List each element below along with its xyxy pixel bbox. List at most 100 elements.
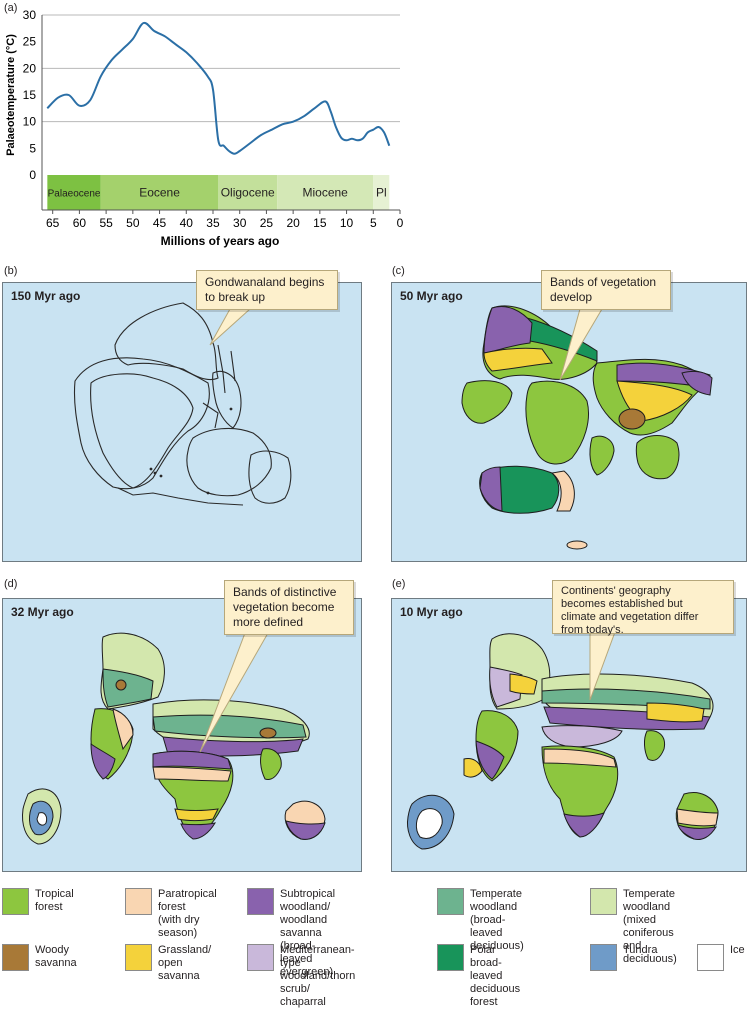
callout-gondwanaland: Gondwanaland begins to break up: [196, 270, 338, 310]
india-landmass: [644, 730, 666, 762]
y-tick-label: 25: [23, 35, 37, 49]
epoch-label: Oligocene: [221, 186, 275, 200]
map-title: 32 Myr ago: [11, 605, 74, 619]
africa-para-band: [152, 766, 232, 782]
epoch-label: Eocene: [139, 186, 180, 200]
map-title: 150 Myr ago: [11, 289, 81, 303]
legend-label: Woody savanna: [35, 944, 77, 969]
x-tick-label: 35: [206, 216, 220, 230]
x-tick-label: 25: [260, 216, 274, 230]
callout-geography-established: Continents' geography becomes establishe…: [552, 580, 734, 636]
south-america-landmass: [461, 380, 513, 424]
legend-swatch: [437, 888, 464, 915]
temperature-series-line: [46, 21, 391, 155]
epoch-bar: Palaeocene Eocene Oligocene Miocene Pl: [47, 175, 390, 210]
africa-outline: [90, 373, 194, 489]
legend-label: Temperate woodland (mixed coniferous and…: [623, 888, 677, 965]
legend-label: Subtropical woodland/ woodland savanna (…: [280, 888, 336, 978]
y-tick-label: 30: [23, 8, 37, 22]
legend-label: Grassland/ open savanna: [158, 944, 212, 982]
callout-bands-defined: Bands of distinctive vegetation become m…: [224, 580, 354, 635]
north-america-temperate-band: [102, 668, 154, 708]
legend-label: Temperate woodland (broad-leaved deciduo…: [470, 888, 524, 952]
legend-label: Polar broad-leaved deciduous forest: [470, 944, 521, 1008]
woody-savanna-spot: [115, 679, 127, 691]
map-panel-150-myr: 150 Myr ago: [2, 282, 362, 562]
india-landmass: [589, 435, 615, 476]
legend-swatch: [437, 944, 464, 971]
south-america-grassland: [463, 758, 483, 778]
antarctica-outline: [186, 427, 272, 497]
antarctica-para-band: [550, 470, 575, 512]
australia-landmass: [635, 435, 680, 480]
panel-label-a: (a): [4, 2, 18, 14]
x-tick-label: 40: [180, 216, 194, 230]
vegetation-map-32-myr: [22, 632, 326, 845]
x-tick-label: 5: [370, 216, 377, 230]
y-tick-label: 0: [29, 168, 36, 182]
legend-swatch: [247, 888, 274, 915]
legend-label: Tropical forest: [35, 888, 74, 913]
woody-savanna-patch: [618, 408, 646, 430]
vegetation-map-50-myr: [461, 305, 713, 550]
africa-para-band: [543, 748, 617, 768]
antarctica-ice: [415, 808, 443, 839]
india-landmass: [260, 748, 282, 780]
australia-subtropical: [677, 824, 717, 840]
x-tick-label: 15: [313, 216, 327, 230]
x-tick-label: 55: [99, 216, 113, 230]
x-tick-label: 0: [397, 216, 404, 230]
antarctica-ice: [36, 812, 48, 826]
x-axis-label: Millions of years ago: [161, 234, 280, 248]
y-tick-label: 10: [23, 115, 37, 129]
epoch-label: Miocene: [303, 186, 349, 200]
epoch-band: [373, 175, 390, 210]
legend-label: Paratropical forest (with dry season): [158, 888, 217, 939]
epoch-band: [100, 175, 219, 210]
rift-lines: [117, 344, 244, 506]
panel-label-b: (b): [4, 265, 18, 277]
south-america-subtropical: [90, 743, 116, 780]
australia-outline: [248, 450, 292, 504]
antarctica-purple-band: [479, 466, 503, 512]
continent-outline-west: [73, 357, 210, 490]
map-title: 10 Myr ago: [400, 605, 463, 619]
callout-bands-develop: Bands of vegetation develop: [541, 270, 671, 310]
gondwanaland-outline-map: [73, 302, 292, 506]
x-tick-label: 20: [286, 216, 300, 230]
woody-savanna-patch: [259, 727, 277, 739]
y-tick-label: 5: [29, 141, 36, 155]
map-panel-50-myr: 50 Myr ago: [391, 282, 747, 562]
legend-swatch: [697, 944, 724, 971]
laurasia-outline: [114, 302, 219, 381]
legend-swatch: [247, 944, 274, 971]
mediterranean-basin: [541, 725, 623, 748]
epoch-band: [277, 175, 374, 210]
map-panel-10-myr: 10 Myr ago: [391, 598, 747, 872]
legend-label: Mediterranean-type woodland/thorn scrub/…: [280, 944, 356, 1008]
legend-swatch: [2, 944, 29, 971]
map-panel-32-myr: 32 Myr ago: [2, 598, 362, 872]
epoch-band: [218, 175, 278, 210]
epoch-band: [47, 175, 101, 210]
x-tick-label: 45: [153, 216, 167, 230]
africa-subtropical-band: [563, 812, 605, 838]
north-america-grassland-band: [483, 347, 553, 372]
north-america-grassland: [509, 673, 538, 695]
legend-swatch: [125, 944, 152, 971]
africa-grassland-band: [174, 808, 219, 821]
small-island: [566, 540, 588, 550]
africa-subtropical-top: [152, 750, 232, 770]
australia-subtropical: [285, 820, 326, 840]
africa-subtropical-bottom: [180, 822, 217, 840]
south-america-subtropical: [475, 740, 505, 780]
eurasia-grassland-patch: [646, 702, 705, 723]
x-tick-label: 10: [340, 216, 354, 230]
south-america-para-band: [112, 708, 134, 751]
x-tick-label: 60: [73, 216, 87, 230]
australia-para-band: [676, 808, 719, 827]
y-axis-label: Palaeotemperature (°C): [5, 34, 17, 156]
africa-landmass: [525, 380, 589, 465]
legend-swatch: [125, 888, 152, 915]
